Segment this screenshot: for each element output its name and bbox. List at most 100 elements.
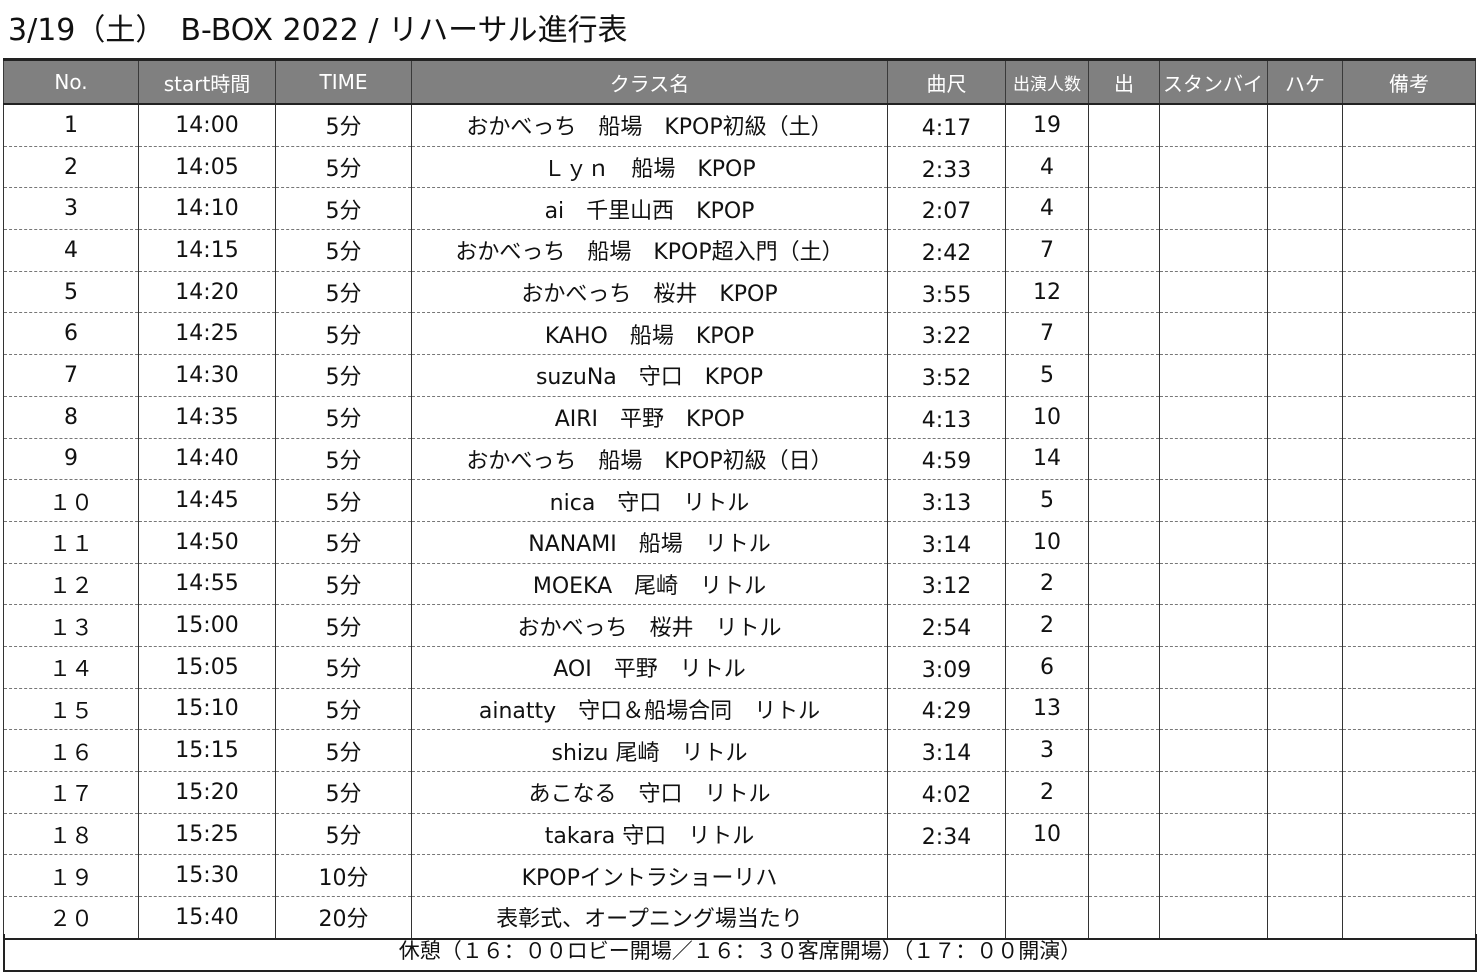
cell-exit xyxy=(1267,813,1343,856)
cell-members: 14 xyxy=(1005,438,1089,481)
cell-class-name: KAHO 船場 KPOP xyxy=(411,312,888,356)
cell-standby xyxy=(1159,187,1268,231)
table-row: ２０ 15:40 20分 表彰式、オープニング場当たり xyxy=(3,896,1476,940)
cell-class-name: takara 守口 リトル xyxy=(411,813,888,856)
cell-time: 5分 xyxy=(275,438,412,481)
cell-enter xyxy=(1088,854,1160,898)
cell-enter xyxy=(1088,563,1160,606)
table-row: １７ 15:20 5分 あこなる 守口 リトル 4:02 2 xyxy=(3,771,1476,814)
cell-start-time: 14:20 xyxy=(138,271,276,314)
cell-song-length: 4:29 xyxy=(887,688,1006,731)
cell-standby xyxy=(1159,771,1268,814)
cell-no: １４ xyxy=(3,646,139,689)
cell-song-length: 2:07 xyxy=(887,187,1006,231)
cell-standby xyxy=(1159,312,1268,356)
cell-time: 5分 xyxy=(275,271,412,314)
cell-enter xyxy=(1088,438,1160,481)
cell-exit xyxy=(1267,729,1343,772)
cell-song-length: 3:14 xyxy=(887,521,1006,564)
cell-song-length: 3:52 xyxy=(887,354,1006,397)
cell-standby xyxy=(1159,646,1268,689)
table-row: １８ 15:25 5分 takara 守口 リトル 2:34 10 xyxy=(3,813,1476,856)
table-row: 6 14:25 5分 KAHO 船場 KPOP 3:22 7 xyxy=(3,312,1476,356)
page-title: 3/19（土） B-BOX 2022 / リハーサル進行表 xyxy=(8,13,628,48)
cell-members xyxy=(1005,854,1089,898)
cell-time: 5分 xyxy=(275,563,412,606)
cell-remarks xyxy=(1342,146,1476,189)
header-song-length: 曲尺 xyxy=(887,58,1006,105)
cell-time: 5分 xyxy=(275,688,412,731)
cell-standby xyxy=(1159,438,1268,481)
cell-enter xyxy=(1088,187,1160,231)
footer-note: 休憩（１６：００ロビー開場／１６：３０客席開場）（１７：００開演） xyxy=(3,934,1477,972)
table-row: １４ 15:05 5分 AOI 平野 リトル 3:09 6 xyxy=(3,646,1476,689)
cell-time: 5分 xyxy=(275,479,412,522)
header-row: No. start時間 TIME クラス名 曲尺 出演人数 出 スタンバイ ハケ… xyxy=(3,58,1476,105)
table-row: １２ 14:55 5分 MOEKA 尾崎 リトル 3:12 2 xyxy=(3,563,1476,606)
cell-members: 13 xyxy=(1005,688,1089,731)
cell-class-name: おかべっち 船場 KPOP超入門（土） xyxy=(411,229,888,272)
cell-standby xyxy=(1159,854,1268,898)
cell-class-name: Ｌｙｎ 船場 KPOP xyxy=(411,146,888,189)
cell-exit xyxy=(1267,688,1343,731)
cell-no: 6 xyxy=(3,312,139,356)
cell-time: 5分 xyxy=(275,521,412,564)
cell-remarks xyxy=(1342,271,1476,314)
header-class-name: クラス名 xyxy=(411,58,888,105)
cell-start-time: 14:00 xyxy=(138,104,276,147)
cell-members: 5 xyxy=(1005,354,1089,397)
table-row: 1 14:00 5分 おかべっち 船場 KPOP初級（土） 4:17 19 xyxy=(3,104,1476,147)
cell-start-time: 14:40 xyxy=(138,438,276,481)
cell-no: １０ xyxy=(3,479,139,522)
cell-start-time: 14:30 xyxy=(138,354,276,397)
cell-song-length: 4:59 xyxy=(887,438,1006,481)
cell-class-name: おかべっち 船場 KPOP初級（日） xyxy=(411,438,888,481)
cell-remarks xyxy=(1342,354,1476,397)
table-row: 9 14:40 5分 おかべっち 船場 KPOP初級（日） 4:59 14 xyxy=(3,438,1476,481)
cell-class-name: おかべっち 船場 KPOP初級（土） xyxy=(411,104,888,147)
cell-members: 2 xyxy=(1005,771,1089,814)
cell-no: １２ xyxy=(3,563,139,606)
cell-exit xyxy=(1267,479,1343,522)
cell-class-name: ai 千里山西 KPOP xyxy=(411,187,888,231)
cell-song-length: 4:02 xyxy=(887,771,1006,814)
cell-song-length: 4:17 xyxy=(887,104,1006,147)
cell-start-time: 14:25 xyxy=(138,312,276,356)
cell-class-name: AOI 平野 リトル xyxy=(411,646,888,689)
cell-time: 5分 xyxy=(275,604,412,647)
cell-no: １６ xyxy=(3,729,139,772)
cell-enter xyxy=(1088,521,1160,564)
cell-no: １５ xyxy=(3,688,139,731)
cell-song-length: 3:13 xyxy=(887,479,1006,522)
cell-no: １７ xyxy=(3,771,139,814)
cell-enter xyxy=(1088,813,1160,856)
cell-time: 5分 xyxy=(275,354,412,397)
cell-time: 10分 xyxy=(275,854,412,898)
cell-members: 2 xyxy=(1005,604,1089,647)
cell-enter xyxy=(1088,771,1160,814)
cell-standby xyxy=(1159,688,1268,731)
cell-start-time: 15:10 xyxy=(138,688,276,731)
cell-remarks xyxy=(1342,438,1476,481)
cell-exit xyxy=(1267,187,1343,231)
cell-class-name: ainatty 守口＆船場合同 リトル xyxy=(411,688,888,731)
cell-class-name: nica 守口 リトル xyxy=(411,479,888,522)
cell-no: １１ xyxy=(3,521,139,564)
table-row: １５ 15:10 5分 ainatty 守口＆船場合同 リトル 4:29 13 xyxy=(3,688,1476,731)
cell-standby xyxy=(1159,813,1268,856)
cell-no: １３ xyxy=(3,604,139,647)
table-row: 3 14:10 5分 ai 千里山西 KPOP 2:07 4 xyxy=(3,187,1476,231)
cell-time: 20分 xyxy=(275,896,412,940)
header-enter: 出 xyxy=(1088,58,1160,105)
cell-song-length: 3:22 xyxy=(887,312,1006,356)
cell-time: 5分 xyxy=(275,312,412,356)
cell-members: 19 xyxy=(1005,104,1089,147)
cell-exit xyxy=(1267,271,1343,314)
header-standby: スタンバイ xyxy=(1159,58,1268,105)
table-row: １１ 14:50 5分 NANAMI 船場 リトル 3:14 10 xyxy=(3,521,1476,564)
cell-song-length: 2:33 xyxy=(887,146,1006,189)
cell-members: 5 xyxy=(1005,479,1089,522)
cell-class-name: AIRI 平野 KPOP xyxy=(411,396,888,439)
cell-remarks xyxy=(1342,396,1476,439)
table-header: No. start時間 TIME クラス名 曲尺 出演人数 出 スタンバイ ハケ… xyxy=(3,58,1476,105)
